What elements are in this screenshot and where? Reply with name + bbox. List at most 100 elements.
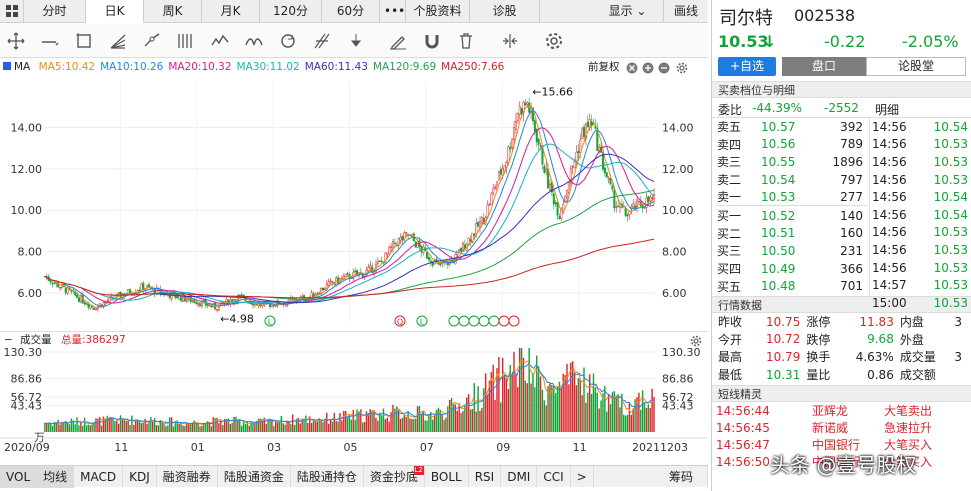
close-icon[interactable]	[626, 62, 638, 74]
news-row[interactable]: 14:56:44 亚辉龙 大笔卖出	[716, 402, 966, 419]
candlestick-chart[interactable]: 14.00 14.00 12.00 12.00 10.00 10.00 8.00 8.00 6.…	[0, 76, 708, 330]
volume-bar	[532, 373, 534, 432]
indicator-tab[interactable]: BOLL	[425, 465, 469, 488]
tab-rik[interactable]: 日K	[86, 0, 144, 23]
tab-fenshi[interactable]: 分时	[24, 0, 86, 23]
magnet-icon[interactable]	[422, 31, 442, 51]
ask-level-row[interactable]: 卖三 10.55 1896	[717, 153, 867, 171]
volume-bar	[570, 362, 572, 432]
bid-level-row[interactable]: 买一 10.52 140	[717, 207, 867, 225]
ask-level-row[interactable]: 卖一 10.53 277	[717, 188, 867, 206]
trash-icon[interactable]	[456, 31, 476, 51]
tab-more[interactable]: •••	[380, 0, 406, 23]
parallel-lines-icon[interactable]	[312, 31, 332, 51]
indicator-tab[interactable]: KDJ	[123, 465, 157, 488]
bid-level-row[interactable]: 买四 10.49 366	[717, 260, 867, 278]
collapse-vol-icon[interactable]: −	[4, 334, 13, 346]
tab-lungutang[interactable]: 论股堂	[866, 57, 966, 76]
volume-bar	[106, 415, 109, 432]
event-marker-icon[interactable]	[448, 315, 460, 327]
event-marker-icon[interactable]	[468, 315, 480, 327]
tab-diagnose[interactable]: 诊股	[470, 0, 540, 23]
path-tool-icon[interactable]	[142, 31, 162, 51]
add-watchlist-button[interactable]: +自选	[718, 57, 776, 76]
price-tick-left: 10.00	[11, 204, 43, 217]
indicator-tab[interactable]: 融资融券	[157, 465, 218, 488]
date-tick: 11	[573, 441, 587, 454]
bid-level-row[interactable]: 买二 10.51 160	[717, 225, 867, 243]
news-row[interactable]: 14:56:47 中国银行 大笔买入	[716, 436, 966, 453]
indicator-label: 陆股通资金	[223, 469, 284, 484]
adjust-label[interactable]: 前复权	[588, 61, 620, 73]
event-marker-icon[interactable]	[394, 315, 406, 327]
tab-draw-line[interactable]: 画线	[673, 3, 698, 18]
candle-body	[482, 218, 485, 225]
event-marker-icon[interactable]	[498, 315, 510, 327]
arrow-down-tool-icon[interactable]	[346, 31, 366, 51]
bid-level-row[interactable]: 买三 10.50 231	[717, 242, 867, 260]
volume-bar	[244, 424, 247, 432]
indicator-tab[interactable]: DMI	[501, 465, 538, 488]
fan-tool-icon[interactable]	[108, 31, 128, 51]
indicator-tab[interactable]: 筹码	[655, 465, 708, 488]
volume-bar	[222, 425, 224, 432]
indicator-tab[interactable]: VOL	[0, 465, 38, 488]
indicator-tab[interactable]: >	[571, 465, 594, 488]
volume-bar	[250, 421, 252, 432]
volume-bar	[452, 403, 455, 432]
ask-level-row[interactable]: 卖四 10.56 789	[717, 136, 867, 154]
pen-icon[interactable]	[388, 31, 408, 51]
indicator-tab[interactable]: 均线	[37, 465, 75, 488]
level-price: 10.54	[761, 172, 796, 187]
event-marker-icon[interactable]	[508, 315, 520, 327]
ask-level-row[interactable]: 卖五 10.57 392	[717, 118, 867, 136]
indicator-tab[interactable]: RSI	[469, 465, 502, 488]
event-marker-icon[interactable]	[416, 315, 428, 327]
indicator-tab[interactable]: 陆股通资金	[218, 465, 291, 488]
price-tick-right: 10.00	[662, 204, 694, 217]
event-marker-icon[interactable]	[488, 315, 500, 327]
news-row[interactable]: 14:56:45 新诺威 急速拉升	[716, 419, 966, 436]
grid-menu-icon[interactable]	[0, 0, 24, 23]
rectangle-tool-icon[interactable]	[74, 31, 94, 51]
refresh-tool-icon[interactable]	[278, 31, 298, 51]
candle-body	[331, 281, 334, 284]
horizontal-line-icon[interactable]	[40, 31, 60, 51]
volume-bar	[602, 393, 604, 432]
settings-gear-icon[interactable]	[544, 31, 564, 51]
news-row[interactable]: 14:56:50 中国银行 大笔买入	[716, 453, 966, 470]
zoom-out-icon[interactable]	[658, 62, 670, 74]
tab-stock-info[interactable]: 个股资料	[406, 0, 470, 23]
volume-bar	[144, 418, 146, 432]
vertical-lines-icon[interactable]	[176, 31, 196, 51]
indicator-tab[interactable]: CCI	[537, 465, 571, 488]
candle-body	[53, 282, 56, 284]
collapse-icon[interactable]	[500, 31, 520, 51]
indicator-tab[interactable]: MACD	[74, 465, 124, 488]
indicator-tab[interactable]: 资金抄底 L2	[364, 465, 425, 488]
cycle-tool-icon[interactable]	[244, 31, 264, 51]
tab-yuek[interactable]: 月K	[202, 0, 260, 23]
event-marker-icon[interactable]	[458, 315, 470, 327]
max-price-label: ←15.66	[532, 86, 573, 99]
wave-tool-icon[interactable]	[210, 31, 230, 51]
event-marker-icon[interactable]	[478, 315, 490, 327]
tab-60min[interactable]: 60分	[322, 0, 380, 23]
candle-body	[388, 246, 391, 255]
volume-bar	[170, 417, 173, 432]
event-marker-icon[interactable]	[264, 315, 276, 327]
tab-zhouk[interactable]: 周K	[144, 0, 202, 23]
zoom-in-icon[interactable]	[642, 62, 654, 74]
crosshair-icon[interactable]	[6, 31, 26, 51]
ask-level-row[interactable]: 卖二 10.54 797	[717, 171, 867, 189]
tab-pankou[interactable]: 盘口	[782, 57, 866, 76]
bid-level-row[interactable]: 买五 10.48 701	[717, 277, 867, 295]
display-dropdown[interactable]: 显示 ⌄	[592, 0, 664, 23]
indicator-tab[interactable]: 陆股通持仓	[291, 465, 364, 488]
chart-settings-icon[interactable]	[676, 62, 688, 74]
volume-bar	[471, 408, 474, 432]
candle-body	[444, 259, 447, 263]
volume-settings-icon[interactable]	[690, 335, 702, 347]
tab-120min[interactable]: 120分	[260, 0, 322, 23]
